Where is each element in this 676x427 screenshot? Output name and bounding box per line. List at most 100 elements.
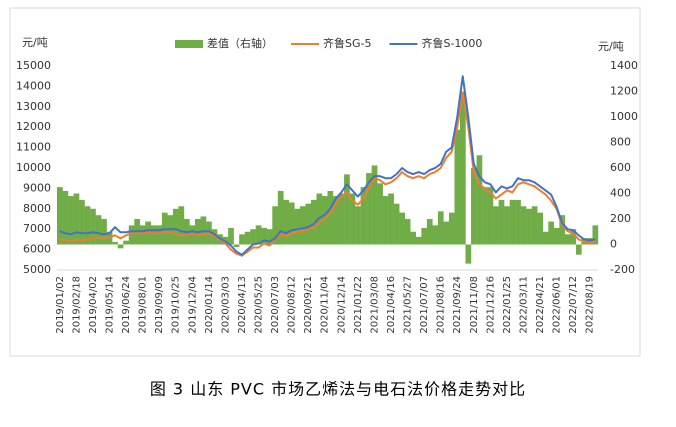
x-tick-label: 2019/04/02 [88, 276, 99, 334]
bar [68, 196, 74, 245]
bar [95, 215, 102, 245]
bar [454, 129, 461, 245]
bar [128, 225, 135, 245]
x-tick-label: 2019/06/24 [121, 276, 132, 334]
bar [559, 215, 566, 245]
bar [564, 234, 571, 245]
bar [239, 234, 245, 245]
caption: 图 3 山东 PVC 市场乙烯法与电石法价格走势对比 [150, 380, 526, 399]
line-series [59, 91, 596, 257]
bar [526, 208, 532, 245]
bar [283, 199, 290, 245]
x-tick-label: 2021/05/27 [403, 276, 414, 334]
legend-label: 齐鲁SG-5 [323, 36, 371, 50]
legend-label: 齐鲁S-1000 [421, 36, 482, 50]
bar [592, 225, 599, 245]
bar [520, 206, 527, 245]
x-tick-label: 2021/03/08 [369, 276, 380, 334]
y2-tick-label: 1000 [610, 110, 638, 123]
y2-tick-label: 0 [610, 238, 617, 251]
bar [493, 206, 499, 245]
bar [465, 244, 472, 264]
bar [382, 196, 389, 245]
x-tick-label: 2019/10/25 [171, 276, 182, 334]
bar [266, 229, 273, 245]
bar [553, 227, 560, 245]
bar [123, 240, 129, 245]
bar [482, 187, 488, 245]
x-tick-label: 2020/04/13 [237, 276, 248, 334]
x-tick-label: 2022/08/19 [585, 276, 596, 334]
x-tick-label: 2022/03/11 [518, 276, 529, 334]
bar [321, 196, 328, 245]
bar [504, 206, 510, 245]
x-tick-label: 2020/05/25 [253, 276, 264, 334]
bar [471, 168, 477, 245]
x-tick-label: 2020/01/14 [204, 276, 215, 334]
x-tick-label: 2019/08/01 [138, 276, 149, 334]
bar [310, 199, 317, 245]
bar [228, 227, 234, 245]
bar [344, 174, 350, 245]
y-tick-label: 14000 [16, 79, 51, 92]
bar [299, 206, 306, 245]
bar [498, 199, 505, 245]
bar [57, 187, 63, 245]
bar [360, 187, 367, 245]
bar [537, 212, 543, 245]
bar [277, 190, 284, 245]
bar [432, 225, 439, 245]
bar [388, 193, 394, 245]
bar [531, 206, 538, 245]
x-tick-label: 2021/09/24 [452, 276, 463, 334]
y2-tick-label: 1200 [610, 85, 638, 98]
y2-tick-label: 1400 [610, 59, 638, 72]
bar [476, 155, 483, 245]
y2-tick-label: -200 [610, 263, 635, 276]
y2-tick-label: 800 [610, 136, 631, 149]
x-tick-label: 2021/12/16 [485, 276, 496, 334]
bar [443, 221, 450, 245]
bar [399, 212, 405, 245]
x-tick-label: 2019/05/14 [104, 276, 115, 334]
bar [261, 227, 267, 245]
bar [288, 202, 295, 245]
bar [487, 187, 494, 245]
bar [255, 225, 262, 245]
bar [156, 225, 163, 245]
x-tick-label: 2019/02/18 [71, 276, 82, 334]
bar [250, 229, 256, 245]
bar [139, 225, 146, 245]
bar [338, 193, 345, 245]
bar [272, 206, 279, 245]
bar [459, 91, 466, 245]
bar [62, 190, 69, 245]
legend-swatch [175, 40, 203, 48]
y-tick-label: 10000 [16, 161, 51, 174]
bar [548, 221, 555, 245]
bar [410, 231, 417, 245]
bar [377, 183, 383, 245]
x-tick-label: 2022/06/01 [552, 276, 563, 334]
x-tick-label: 2020/08/12 [287, 276, 298, 334]
bar [327, 190, 334, 245]
x-tick-label: 2021/07/07 [419, 276, 430, 334]
bar [90, 208, 96, 245]
y-tick-label: 12000 [16, 120, 51, 133]
bar [73, 193, 80, 245]
bar [542, 231, 549, 245]
x-tick-label: 2021/11/08 [469, 276, 480, 334]
y2-tick-label: 600 [610, 161, 631, 174]
chart-border [9, 7, 641, 357]
bar [112, 241, 118, 245]
y-tick-label: 7000 [23, 222, 51, 235]
bar [415, 236, 422, 245]
bar [515, 199, 521, 245]
bar [79, 199, 85, 245]
y-axis-label: 元/吨 [22, 36, 48, 49]
y-tick-label: 13000 [16, 100, 51, 113]
y2-tick-label: 400 [610, 187, 631, 200]
x-tick-label: 2020/03/03 [220, 276, 231, 334]
x-tick-label: 2019/09/09 [154, 276, 165, 334]
y-tick-label: 6000 [23, 243, 51, 256]
